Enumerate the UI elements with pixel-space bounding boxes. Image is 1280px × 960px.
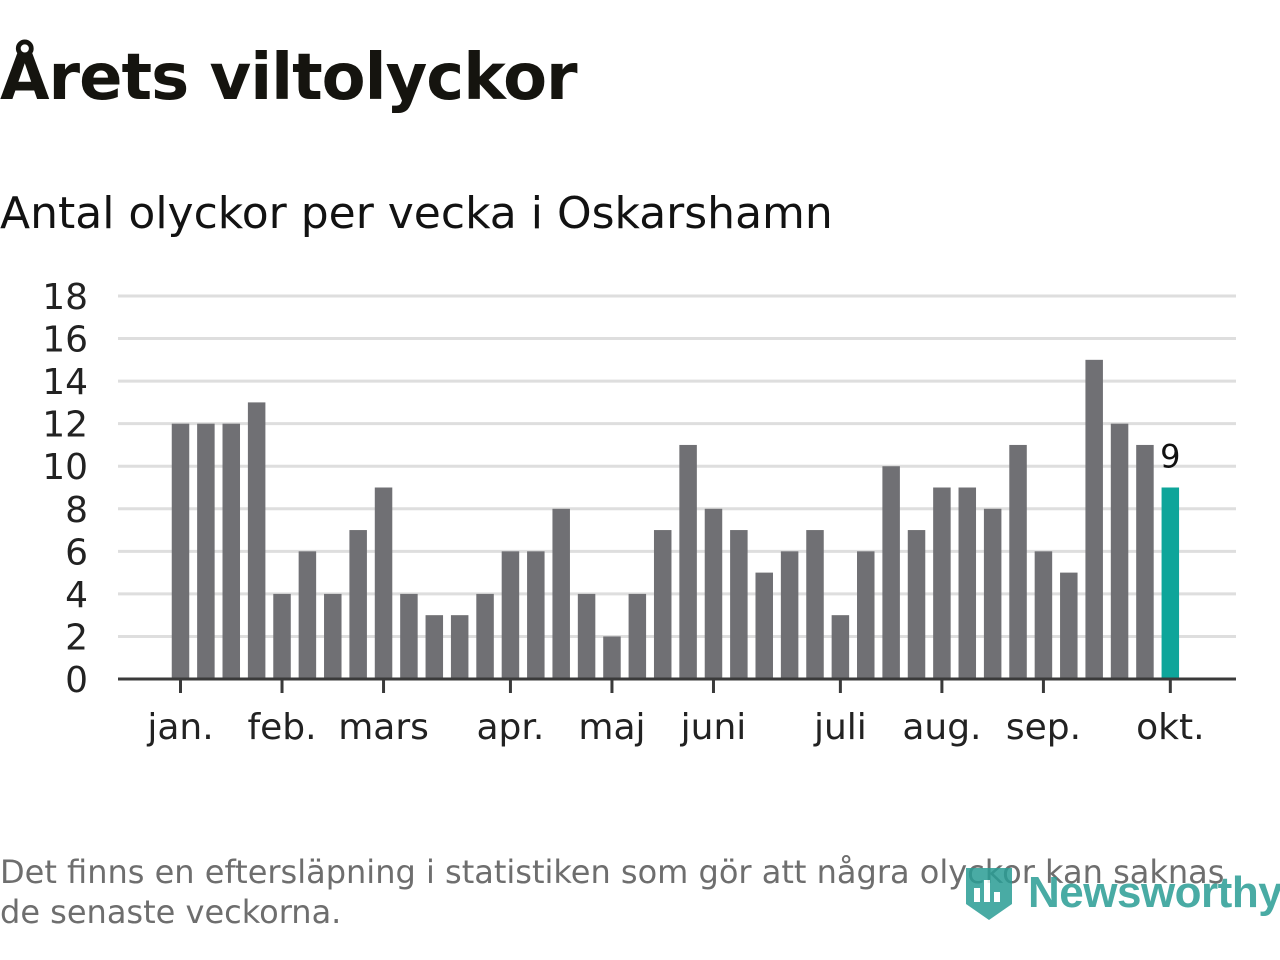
newsworthy-bar-icon [966,868,1012,920]
bar [628,593,647,679]
bar [857,551,875,679]
x-tick-label: juli [813,707,867,748]
x-tick-label: mars [338,707,429,748]
bar [1085,359,1103,679]
bar [1136,444,1154,679]
data-label: 9 [1160,438,1180,476]
bar [882,466,900,679]
bar [577,593,596,679]
newsworthy-logo: Newsworthy [962,860,1280,926]
x-tick-label: juni [680,707,747,748]
y-tick-label: 10 [42,447,88,488]
footnote: Det finns en eftersläpning i statistiken… [0,853,1225,931]
bar [755,572,773,679]
bars [171,359,1180,679]
bar [247,402,266,679]
x-tick-label: jan. [146,707,213,748]
bar [349,530,367,679]
bar [425,615,444,679]
bar [679,444,697,679]
bar [1110,423,1129,679]
bar [1034,551,1053,679]
bar [527,551,545,679]
chart-title: Årets viltolyckor [0,41,578,115]
x-axis [118,677,1236,693]
bar [476,593,494,679]
bar [171,423,190,679]
y-tick-label: 4 [65,575,88,616]
bar [273,593,291,679]
bar [1009,444,1027,679]
y-tick-label: 8 [65,490,88,531]
x-tick-label: apr. [477,707,545,748]
bar [450,615,469,679]
bar [298,551,317,679]
x-tick-label: feb. [247,707,316,748]
x-tick-label: sep. [1006,707,1081,748]
y-tick-label: 16 [42,320,88,361]
x-axis-month-labels: jan. feb. mars apr. maj juni juli aug. sep. okt. [146,707,1204,748]
bar [983,508,1002,679]
bar [603,636,621,679]
y-tick-label: 14 [42,362,88,403]
bar [501,551,520,679]
bar [400,593,418,679]
bar [704,508,723,679]
logo-text: Newsworthy [1028,868,1280,917]
bar [222,423,241,679]
y-tick-label: 0 [65,660,88,701]
y-tick-label: 12 [42,405,88,446]
bar [907,530,926,679]
bar [197,423,215,679]
bar [958,487,977,679]
chart-subtitle: Antal olyckor per vecka i Oskarshamn [0,188,833,239]
bar [653,530,672,679]
bar [1060,572,1078,679]
data-labels: 9 [1160,438,1180,476]
y-tick-label: 2 [65,617,88,658]
bar [324,593,342,679]
y-tick-label: 6 [65,532,88,573]
bar [780,551,799,679]
x-tick-label: maj [578,707,645,748]
bar [933,487,951,679]
bar-highlight [1161,487,1180,679]
x-tick-label: okt. [1136,707,1204,748]
bar [730,530,748,679]
bar [831,615,850,679]
x-tick-label: aug. [902,707,981,748]
bar [806,530,824,679]
bar [552,508,570,679]
bar [374,487,393,679]
y-tick-label: 18 [42,277,88,318]
